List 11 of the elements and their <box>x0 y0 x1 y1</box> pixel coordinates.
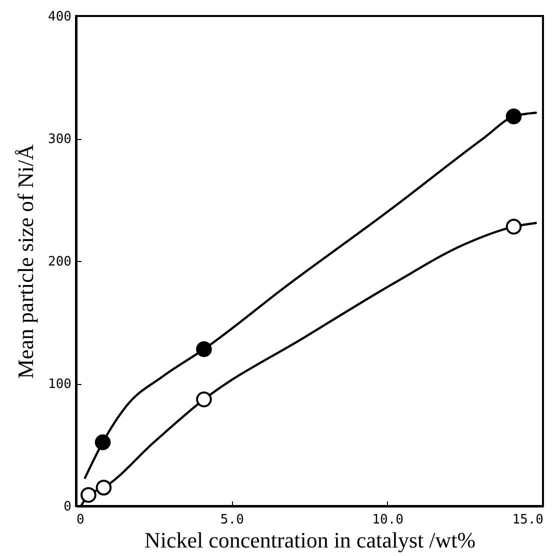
x-tick-label: 10.0 <box>372 512 404 528</box>
y-tick-label: 400 <box>48 10 72 24</box>
x-tick-label: 15.0 <box>512 512 544 528</box>
y-tick-label: 300 <box>48 132 72 147</box>
y-axis-title: Mean particle size of Ni/Å <box>13 144 38 379</box>
x-tick-label: 0 <box>76 512 84 528</box>
y-tick-label: 200 <box>48 254 72 270</box>
y-tick-label: 100 <box>48 377 72 392</box>
x-axis-title: Nickel concentration in catalyst /wt% <box>144 528 476 552</box>
x-tick-label: 5.0 <box>220 512 244 528</box>
y-tick-label: 0 <box>64 500 72 514</box>
